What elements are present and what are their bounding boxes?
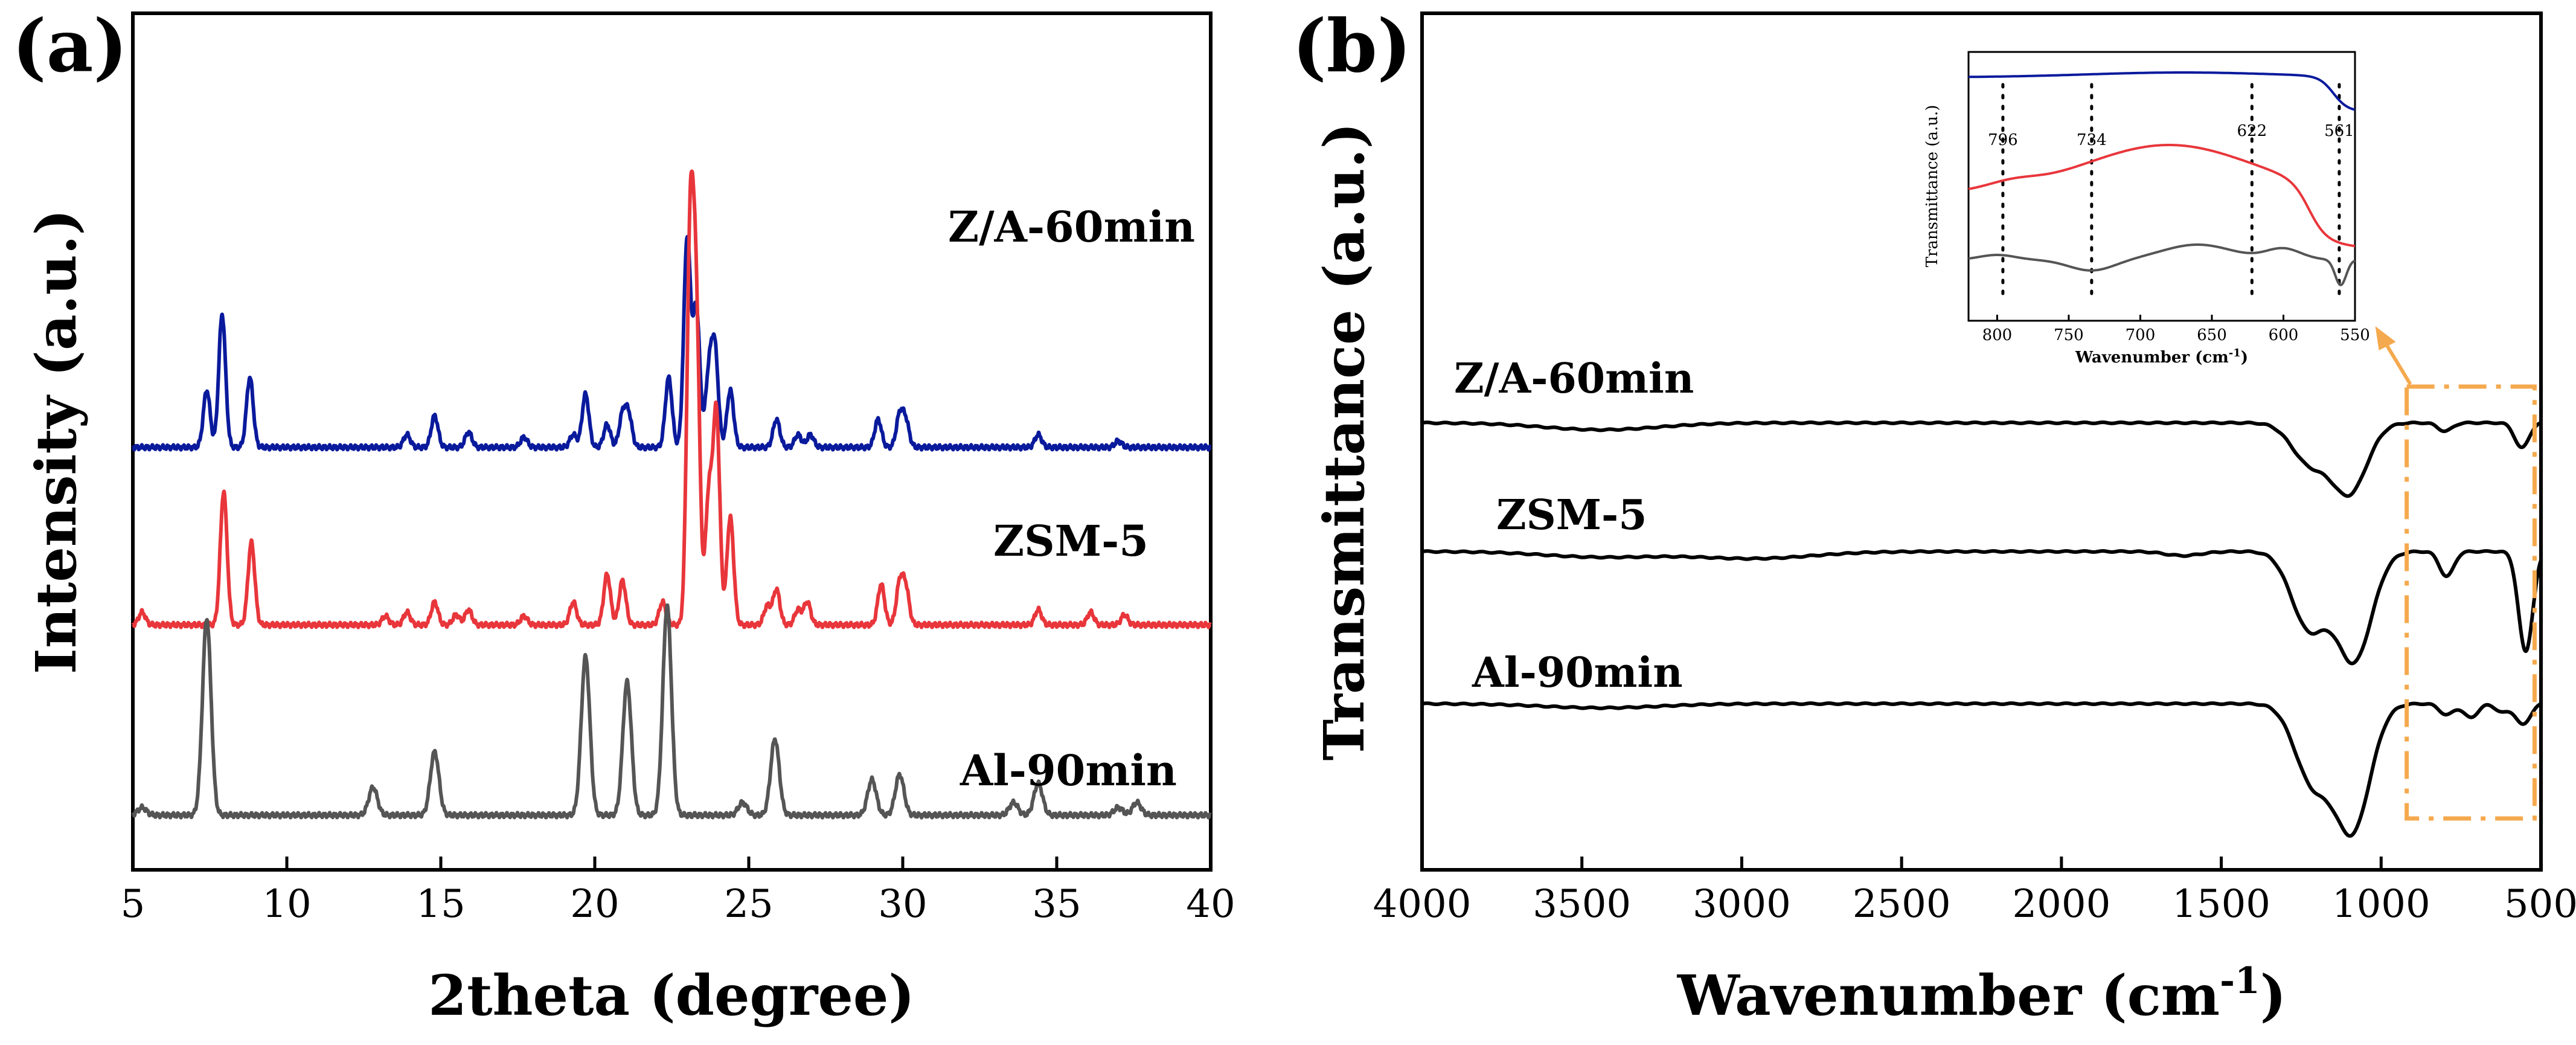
- inset-x-tick-label: 650: [2197, 326, 2227, 344]
- panel-b-x-tick-label: 2000: [2012, 882, 2110, 927]
- panel-a-x-tick-label: 10: [262, 882, 311, 927]
- panel-b-series: [1420, 420, 2543, 838]
- inset-marker-label: 561: [2324, 122, 2354, 140]
- panel-a-series-line: [131, 234, 1213, 452]
- panel-b-x-tick-label: 500: [2504, 882, 2576, 927]
- panel-b-x-ticks: 4000 3500 3000 2500 2000 1500 1000 500: [1373, 857, 2576, 927]
- panel-b-x-axis-label-main: Wavenumber (cm: [1677, 963, 2220, 1028]
- panel-a-x-tick-label: 5: [121, 882, 146, 927]
- panel-b-series-line: [1420, 420, 2543, 498]
- inset-x-tick-label: 750: [2054, 326, 2084, 344]
- panel-a-x-axis-label: 2theta (degree): [428, 963, 915, 1028]
- panel-b-legend-al-90min: Al-90min: [1472, 649, 1683, 697]
- panel-a-x-tick-label: 25: [724, 882, 773, 927]
- panel-a-series-line: [131, 169, 1213, 629]
- inset-series-line: [1968, 144, 2356, 248]
- panel-b-x-tick-label: 3000: [1693, 882, 1791, 927]
- panel-b-x-tick-label: 1500: [2172, 882, 2270, 927]
- panel-a-plot-frame: [131, 11, 1213, 872]
- inset-series: [1968, 71, 2356, 286]
- panel-b-series-line: [1420, 549, 2543, 666]
- panel-b-x-tick-label: 2500: [1853, 882, 1951, 927]
- panel-a-legend-z-a-60min: Z/A-60min: [948, 202, 1195, 252]
- panel-a-series: [131, 169, 1213, 820]
- panel-a-label: (a): [12, 4, 127, 89]
- panel-b-x-axis-label-sup: -1: [2220, 960, 2260, 1002]
- inset-y-axis-label: Transmittance (a.u.): [1923, 105, 1941, 268]
- panel-b-legend-z-a-60min: Z/A-60min: [1454, 355, 1694, 403]
- panel-a-y-axis-label: Intensity (a.u.): [24, 209, 89, 674]
- panel-b-x-tick-label: 4000: [1373, 882, 1472, 927]
- panel-a-x-tick-label: 20: [570, 882, 619, 927]
- inset-x-tick-label: 800: [1982, 326, 2013, 344]
- panel-b-x-tick-label: 3500: [1533, 882, 1631, 927]
- inset-marker-label: 734: [2077, 131, 2107, 149]
- panel-b: (b) 4000 3500 3000 2500 2000 1500 1000 500 Z/A-…: [1292, 4, 2576, 1028]
- panel-a-x-tick-label: 35: [1032, 882, 1081, 927]
- panel-b-label: (b): [1292, 4, 1411, 89]
- inset-x-axis-label-close: ): [2241, 349, 2248, 367]
- panel-b-highlight-box: [2405, 384, 2537, 821]
- inset-series-line: [1968, 243, 2356, 286]
- panel-b-y-axis-label: Transmittance (a.u.): [1312, 123, 1377, 761]
- inset-marker-label: 796: [1988, 131, 2018, 149]
- inset-x-tick-label: 550: [2340, 326, 2370, 344]
- inset-x-ticks: 800 750 700 650 600 550: [1982, 315, 2370, 344]
- inset-markers: 796 734 622 561: [1988, 83, 2354, 304]
- panel-a-x-ticks: 5 10 15 20 25 30 35 40: [121, 857, 1235, 927]
- inset-x-axis-label: Wavenumber (cm-1): [2075, 347, 2248, 367]
- inset-series-line: [1968, 71, 2356, 111]
- panel-b-plot-frame: [1420, 11, 2543, 872]
- panel-b-legend-zsm-5: ZSM-5: [1496, 491, 1647, 539]
- inset: 800 750 700 650 600 550 796 734 622 561 Wavenumb…: [1923, 51, 2370, 367]
- panel-a-series-line: [131, 603, 1213, 820]
- panel-b-x-axis-label-close: ): [2260, 963, 2287, 1028]
- panel-b-x-axis-label: Wavenumber (cm-1): [1677, 960, 2287, 1028]
- panel-a-x-tick-label: 30: [878, 882, 927, 927]
- panel-a-x-tick-label: 40: [1186, 882, 1235, 927]
- inset-marker-label: 622: [2237, 122, 2267, 140]
- inset-x-tick-label: 700: [2126, 326, 2156, 344]
- panel-a-x-tick-label: 15: [416, 882, 465, 927]
- inset-frame: [1967, 51, 2356, 322]
- inset-x-axis-label-sup: -1: [2229, 347, 2241, 359]
- panel-b-x-tick-label: 1000: [2332, 882, 2430, 927]
- panel-b-series-line: [1420, 701, 2543, 838]
- inset-x-tick-label: 600: [2269, 326, 2299, 344]
- panel-b-highlight-arrowhead: [2375, 326, 2396, 350]
- panel-a-legend-al-90min: Al-90min: [960, 745, 1177, 796]
- inset-x-axis-label-main: Wavenumber (cm: [2075, 349, 2229, 367]
- panel-a: (a) 5 10 15 20 25 30 35 40 Z/A-60min ZSM-5 Al-9…: [12, 4, 1235, 1028]
- panel-a-legend-zsm-5: ZSM-5: [993, 516, 1149, 566]
